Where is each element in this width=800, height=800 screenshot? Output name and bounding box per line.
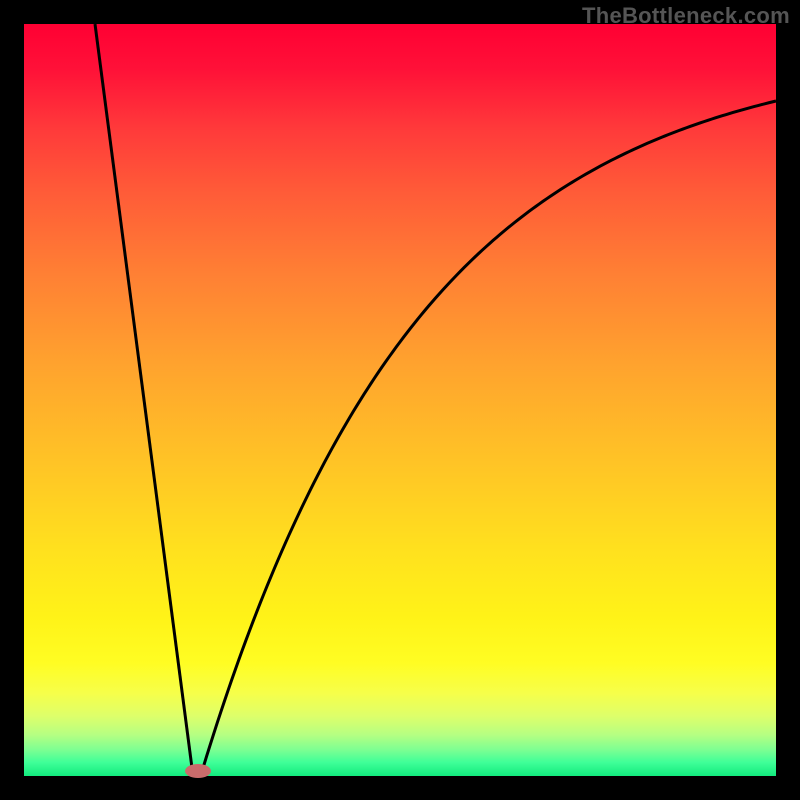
watermark-text: TheBottleneck.com [582,3,790,29]
bottleneck-curve-chart: TheBottleneck.com [0,0,800,800]
bottleneck-minimum-marker [185,764,211,778]
chart-svg [0,0,800,800]
